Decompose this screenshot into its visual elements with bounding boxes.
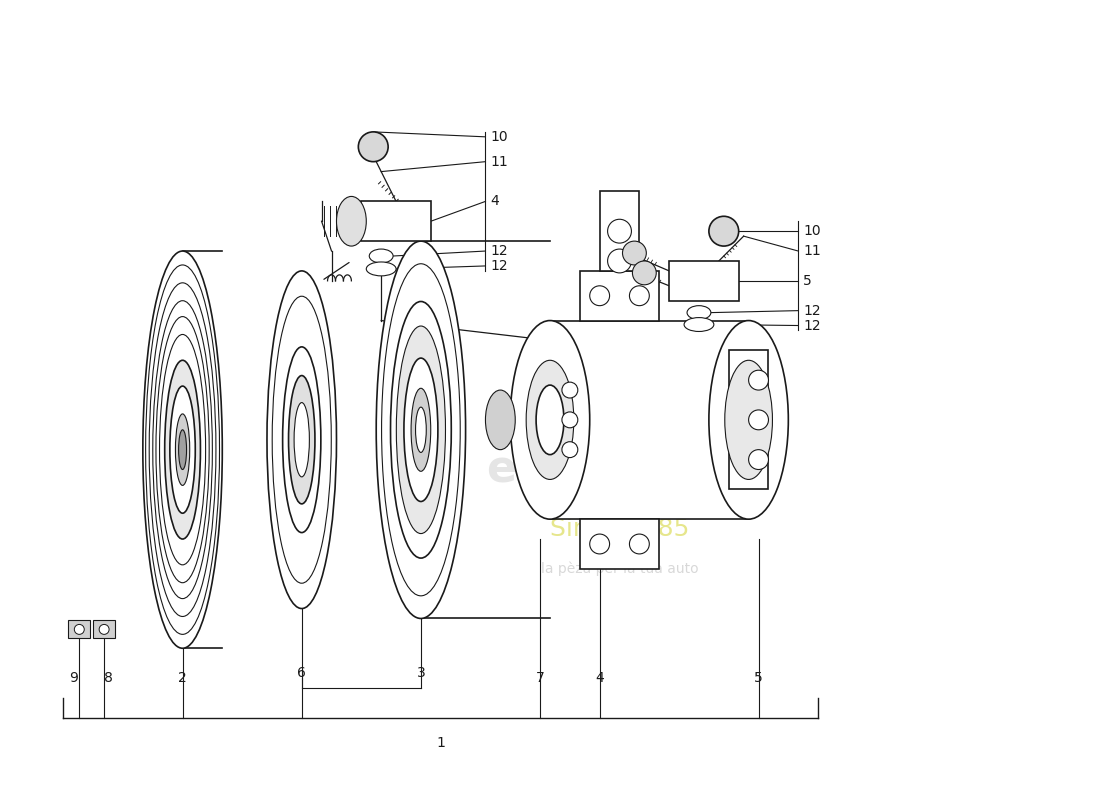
Circle shape bbox=[749, 450, 769, 470]
Ellipse shape bbox=[396, 326, 446, 534]
Ellipse shape bbox=[169, 386, 196, 514]
Text: 9: 9 bbox=[69, 671, 78, 685]
Ellipse shape bbox=[536, 385, 564, 454]
Ellipse shape bbox=[632, 261, 657, 285]
Ellipse shape bbox=[416, 407, 427, 453]
Ellipse shape bbox=[175, 414, 189, 486]
Text: 12: 12 bbox=[491, 259, 508, 273]
Ellipse shape bbox=[510, 321, 590, 519]
Text: 10: 10 bbox=[803, 224, 821, 238]
Ellipse shape bbox=[370, 249, 393, 263]
Ellipse shape bbox=[272, 296, 331, 583]
Ellipse shape bbox=[708, 216, 739, 246]
Ellipse shape bbox=[160, 334, 206, 565]
Circle shape bbox=[562, 412, 578, 428]
Text: 11: 11 bbox=[491, 154, 508, 169]
Ellipse shape bbox=[337, 197, 366, 246]
Ellipse shape bbox=[382, 264, 460, 596]
Ellipse shape bbox=[485, 390, 515, 450]
Ellipse shape bbox=[288, 375, 315, 504]
Text: la pèza per la tua auto: la pèza per la tua auto bbox=[541, 562, 698, 576]
Text: 1: 1 bbox=[437, 736, 446, 750]
Bar bbox=[550, 321, 749, 519]
Ellipse shape bbox=[145, 265, 220, 634]
Ellipse shape bbox=[366, 262, 396, 276]
Ellipse shape bbox=[165, 360, 200, 539]
Circle shape bbox=[590, 286, 609, 306]
Ellipse shape bbox=[725, 360, 772, 479]
Ellipse shape bbox=[376, 241, 465, 618]
Text: 5: 5 bbox=[755, 671, 763, 685]
Text: 11: 11 bbox=[803, 244, 821, 258]
Ellipse shape bbox=[153, 301, 212, 598]
Ellipse shape bbox=[283, 347, 321, 533]
Circle shape bbox=[562, 442, 578, 458]
Ellipse shape bbox=[623, 241, 647, 265]
Ellipse shape bbox=[708, 321, 789, 519]
Ellipse shape bbox=[294, 402, 309, 477]
Circle shape bbox=[749, 370, 769, 390]
Bar bbox=[600, 191, 639, 271]
Ellipse shape bbox=[404, 358, 438, 502]
Text: 12: 12 bbox=[803, 318, 821, 333]
Bar bbox=[728, 350, 769, 490]
Ellipse shape bbox=[267, 271, 337, 609]
Text: 10: 10 bbox=[491, 130, 508, 144]
Text: 12: 12 bbox=[803, 304, 821, 318]
Circle shape bbox=[607, 249, 631, 273]
Text: 4: 4 bbox=[491, 194, 499, 208]
Text: 5: 5 bbox=[803, 274, 812, 288]
Text: 8: 8 bbox=[103, 671, 112, 685]
Circle shape bbox=[590, 534, 609, 554]
Ellipse shape bbox=[143, 251, 222, 648]
Text: 12: 12 bbox=[491, 244, 508, 258]
Bar bbox=[669, 261, 739, 301]
Ellipse shape bbox=[359, 132, 388, 162]
Bar bbox=[361, 202, 431, 241]
Ellipse shape bbox=[390, 302, 451, 558]
Text: 2: 2 bbox=[178, 671, 187, 685]
Bar bbox=[68, 621, 90, 638]
Text: 6: 6 bbox=[297, 666, 306, 680]
Ellipse shape bbox=[688, 306, 711, 319]
Circle shape bbox=[749, 410, 769, 430]
Text: Since 1985: Since 1985 bbox=[550, 517, 690, 541]
Ellipse shape bbox=[150, 283, 216, 617]
Circle shape bbox=[562, 382, 578, 398]
Ellipse shape bbox=[156, 317, 209, 582]
Circle shape bbox=[629, 286, 649, 306]
Circle shape bbox=[607, 219, 631, 243]
Ellipse shape bbox=[684, 318, 714, 331]
Bar bbox=[580, 271, 659, 321]
Bar bbox=[580, 519, 659, 569]
Circle shape bbox=[75, 625, 85, 634]
Text: 7: 7 bbox=[536, 671, 544, 685]
Bar bbox=[94, 621, 115, 638]
Text: 4: 4 bbox=[595, 671, 604, 685]
Circle shape bbox=[99, 625, 109, 634]
Text: etcosparts: etcosparts bbox=[486, 448, 752, 491]
Text: 3: 3 bbox=[417, 666, 426, 680]
Ellipse shape bbox=[526, 360, 574, 479]
Circle shape bbox=[629, 534, 649, 554]
Ellipse shape bbox=[411, 388, 431, 471]
Ellipse shape bbox=[178, 430, 187, 470]
